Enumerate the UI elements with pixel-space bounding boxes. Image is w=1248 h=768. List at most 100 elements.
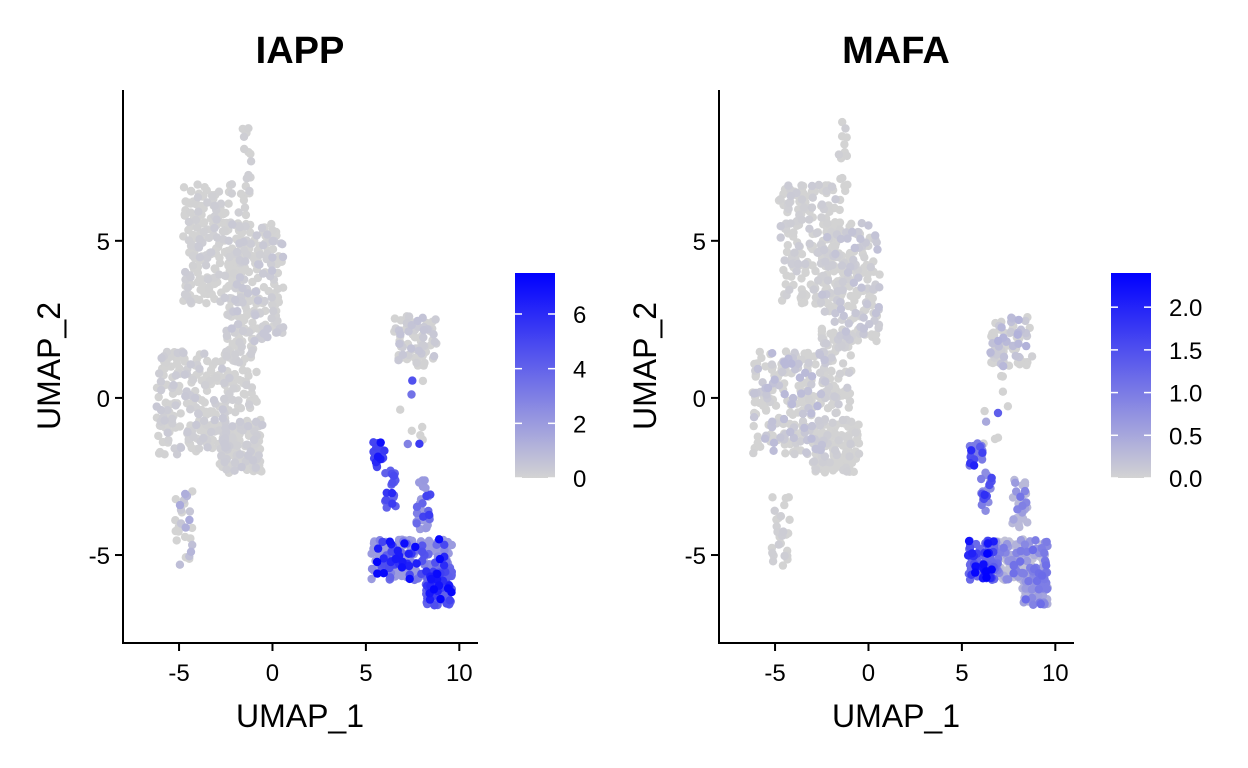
- colorbar-tick-label: 6: [573, 302, 586, 329]
- data-point: [1022, 360, 1031, 370]
- data-point: [412, 559, 421, 568]
- data-point: [175, 500, 185, 510]
- data-point: [175, 422, 185, 431]
- colorbar-tick-label: 4: [573, 357, 586, 384]
- data-point: [268, 236, 277, 246]
- data-point: [1003, 402, 1013, 411]
- data-point: [784, 204, 793, 214]
- data-point: [185, 507, 195, 516]
- data-point: [199, 433, 208, 443]
- data-point: [823, 276, 833, 285]
- data-point: [827, 367, 836, 376]
- data-point: [233, 320, 243, 329]
- data-point: [422, 523, 431, 533]
- data-point: [235, 450, 245, 459]
- data-point: [188, 375, 198, 384]
- data-point: [230, 458, 240, 467]
- data-point: [838, 286, 847, 295]
- data-point: [373, 452, 383, 461]
- data-point: [786, 191, 795, 201]
- data-point: [389, 471, 398, 480]
- data-point: [413, 316, 422, 326]
- data-point: [210, 415, 219, 425]
- data-point: [195, 253, 205, 262]
- data-point: [808, 193, 817, 202]
- data-point: [790, 248, 799, 257]
- data-point: [207, 427, 216, 437]
- data-point: [255, 250, 265, 259]
- data-point: [419, 325, 428, 335]
- data-point: [854, 449, 864, 458]
- data-point: [828, 261, 837, 270]
- data-point: [997, 323, 1006, 332]
- data-point: [373, 569, 382, 578]
- data-point: [843, 234, 852, 243]
- x-axis-title: UMAP_1: [236, 698, 364, 734]
- data-point: [235, 223, 244, 232]
- data-point: [235, 239, 244, 248]
- data-point: [212, 233, 222, 242]
- data-point: [181, 267, 190, 277]
- data-point: [859, 313, 868, 322]
- data-point: [823, 233, 832, 242]
- data-point: [753, 438, 762, 447]
- data-point: [244, 124, 253, 133]
- colorbar-ticks: 0.0 0.5 1.0 1.5 2.0: [1111, 295, 1202, 493]
- data-point: [1027, 352, 1037, 361]
- data-point: [770, 506, 779, 515]
- panel-iapp: IAPP -5 0 5 10 -5 0 5 UMAP_1 UMAP_2 0 2 4 6: [31, 30, 586, 734]
- data-point: [160, 416, 169, 425]
- data-point: [407, 344, 416, 353]
- colorbar-tick-label: 2.0: [1169, 295, 1202, 322]
- data-point: [154, 449, 164, 458]
- data-point: [843, 301, 853, 311]
- data-point: [1014, 520, 1023, 529]
- x-tick-label: -5: [168, 660, 189, 687]
- data-point: [244, 400, 254, 409]
- data-point: [238, 366, 247, 375]
- data-point: [415, 439, 424, 448]
- data-point: [853, 336, 863, 345]
- colorbar-tick-label: 1.5: [1169, 338, 1202, 365]
- data-point: [242, 380, 251, 390]
- data-point: [780, 358, 789, 367]
- data-point: [831, 383, 840, 392]
- data-point: [172, 536, 181, 545]
- data-point: [863, 300, 872, 309]
- data-point: [429, 585, 439, 594]
- data-point: [856, 234, 865, 244]
- data-point: [848, 227, 857, 237]
- data-point: [156, 377, 166, 386]
- data-point: [171, 401, 180, 410]
- data-point: [408, 376, 417, 385]
- data-point: [801, 268, 810, 277]
- data-point: [435, 554, 445, 564]
- data-point: [788, 410, 797, 419]
- data-point: [795, 373, 805, 382]
- data-point: [187, 187, 196, 196]
- data-point: [831, 408, 840, 418]
- data-point: [801, 368, 810, 377]
- data-point: [831, 249, 840, 259]
- data-point: [228, 395, 237, 405]
- data-point: [987, 332, 996, 341]
- data-point: [845, 397, 855, 406]
- data-point: [186, 297, 195, 306]
- data-point: [221, 423, 230, 432]
- data-point: [404, 549, 413, 558]
- data-point: [776, 222, 785, 231]
- data-point: [434, 535, 444, 544]
- data-point: [787, 359, 796, 368]
- x-axis-ticks: -5 0 5 10: [168, 643, 473, 687]
- data-point: [234, 208, 243, 217]
- data-point: [173, 348, 182, 358]
- data-point: [1022, 556, 1032, 566]
- data-point: [797, 389, 806, 398]
- data-point: [804, 395, 814, 404]
- data-point: [201, 261, 211, 270]
- x-tick-label: -5: [764, 660, 785, 687]
- data-point: [390, 314, 400, 323]
- data-point: [245, 296, 254, 306]
- data-point: [967, 549, 977, 558]
- data-point: [799, 203, 809, 212]
